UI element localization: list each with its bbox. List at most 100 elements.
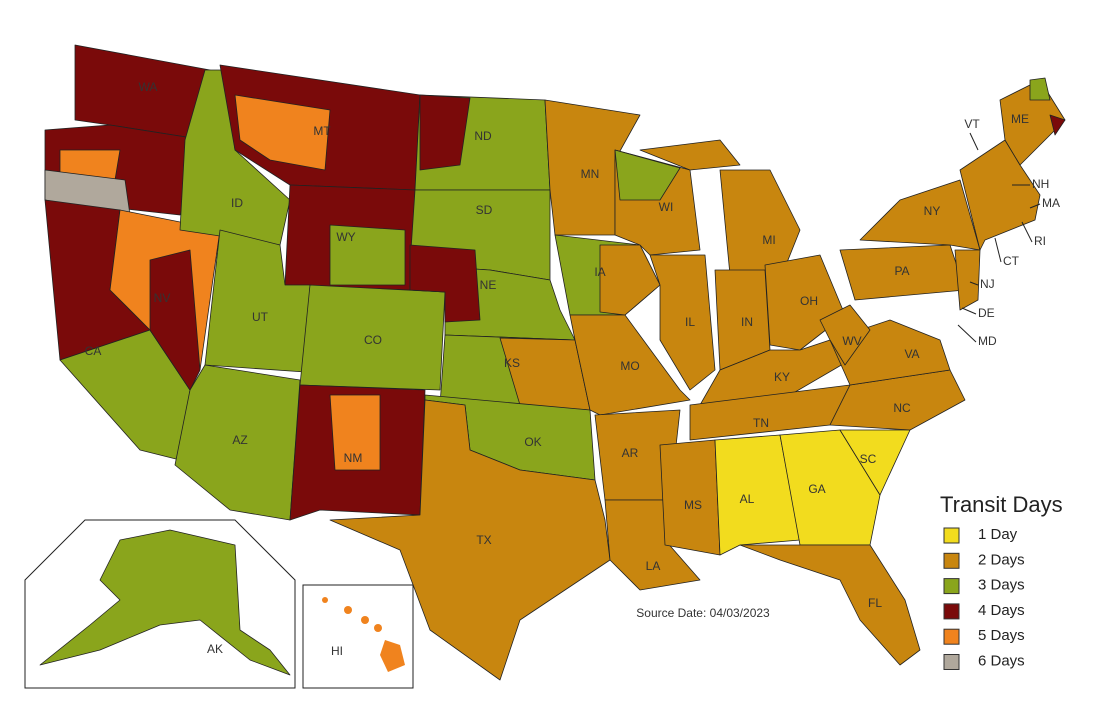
callout-line [969,281,979,286]
callout-line [969,132,979,151]
zone-shape [234,94,331,171]
legend-label: 6 Days [978,652,1025,669]
legend: 1 Day 2 Days 3 Days 4 Days 5 Days 6 Days [943,526,1025,670]
legend-label: 3 Days [978,577,1025,594]
state-label: PA [894,264,909,278]
state-shape [649,254,716,391]
callout-line [1021,221,1033,243]
state-label: KS [504,356,520,370]
state-label: AL [740,492,755,506]
state-shape [719,169,801,281]
callout-line [1029,203,1041,209]
state-label: NV [154,291,171,305]
island [322,597,328,603]
alaska-frame [24,519,296,689]
state-label: SC [860,452,877,466]
zone-shape [409,244,481,323]
state-label: VA [904,347,919,361]
state-shape [299,284,446,391]
state-label: MO [620,359,639,373]
state-shape [859,179,981,251]
state-shape [639,139,741,171]
state-label: AK [207,642,223,656]
legend-swatch [943,603,960,620]
alaska-shape [39,529,291,676]
state-label: CA [85,344,102,358]
zone-shape [1049,114,1066,136]
state-shape [819,304,871,366]
state-shape [739,544,921,666]
zone-shape [1029,77,1051,101]
state-label: HI [331,644,343,658]
state-shape [174,364,301,521]
state-label: RI [1034,234,1046,248]
legend-swatch [943,527,960,544]
state-label: MD [978,334,997,348]
state-label: WV [842,334,861,348]
state-shape [714,434,801,556]
state-label: MT [313,124,331,138]
state-shape [779,429,881,546]
source-date: Source Date: 04/03/2023 [636,606,770,620]
hawaii-frame [302,584,414,689]
state-label: ME [1011,112,1029,126]
state-label: AR [622,446,639,460]
state-shape [839,429,911,496]
callout-line [994,237,1002,263]
state-label: WA [139,80,158,94]
state-label: NY [924,204,941,218]
state-label: LA [646,559,661,573]
zone-shape [419,94,471,171]
state-label: TX [476,533,491,547]
state-label: ND [474,129,492,143]
state-label: MN [581,167,600,181]
legend-title: Transit Days [940,492,1063,517]
state-label: NM [344,451,363,465]
zone-shape [329,394,381,471]
state-label: IL [685,315,695,329]
state-label: WI [659,200,674,214]
insets [24,519,414,689]
legend-label: 5 Days [978,627,1025,644]
state-label: NC [893,401,911,415]
state-label: MA [1042,196,1060,210]
state-label: OK [524,435,541,449]
state-label: UT [252,310,269,324]
state-label: FL [868,596,882,610]
legend-swatch [943,578,960,595]
island [361,616,369,624]
state-label: GA [808,482,825,496]
state-label: IN [741,315,753,329]
state-label: NJ [980,277,995,291]
state-label: DE [978,306,995,320]
state-label: WY [336,230,355,244]
state-label: NH [1032,177,1049,191]
states [44,44,1066,681]
legend-swatch [943,628,960,645]
legend-label: 2 Days [978,551,1025,568]
callout-line [957,324,977,343]
state-label: IA [594,265,605,279]
state-label: NE [480,278,497,292]
state-label: SD [476,203,493,217]
zone-shape [614,149,681,201]
state-label: KY [774,370,790,384]
labels: WA MT ND MN ID SD WY NY ME WI MI NV UT NE IA CO CA KS IL IN… [85,80,1060,658]
island [374,624,382,632]
state-label: CO [364,333,382,347]
state-label: CT [1003,254,1020,268]
state-label: AZ [232,433,247,447]
state-label: MS [684,498,702,512]
state-label: MI [762,233,775,247]
zone-shape [329,224,406,286]
island [380,640,405,672]
state-label: VT [964,117,980,131]
state-label: OH [800,294,818,308]
state-shape [569,314,691,416]
state-shape [329,399,611,681]
callout-line [961,307,977,315]
zone-shape [149,249,201,391]
state-label: ID [231,196,243,210]
legend-label: 1 Day [978,526,1018,543]
